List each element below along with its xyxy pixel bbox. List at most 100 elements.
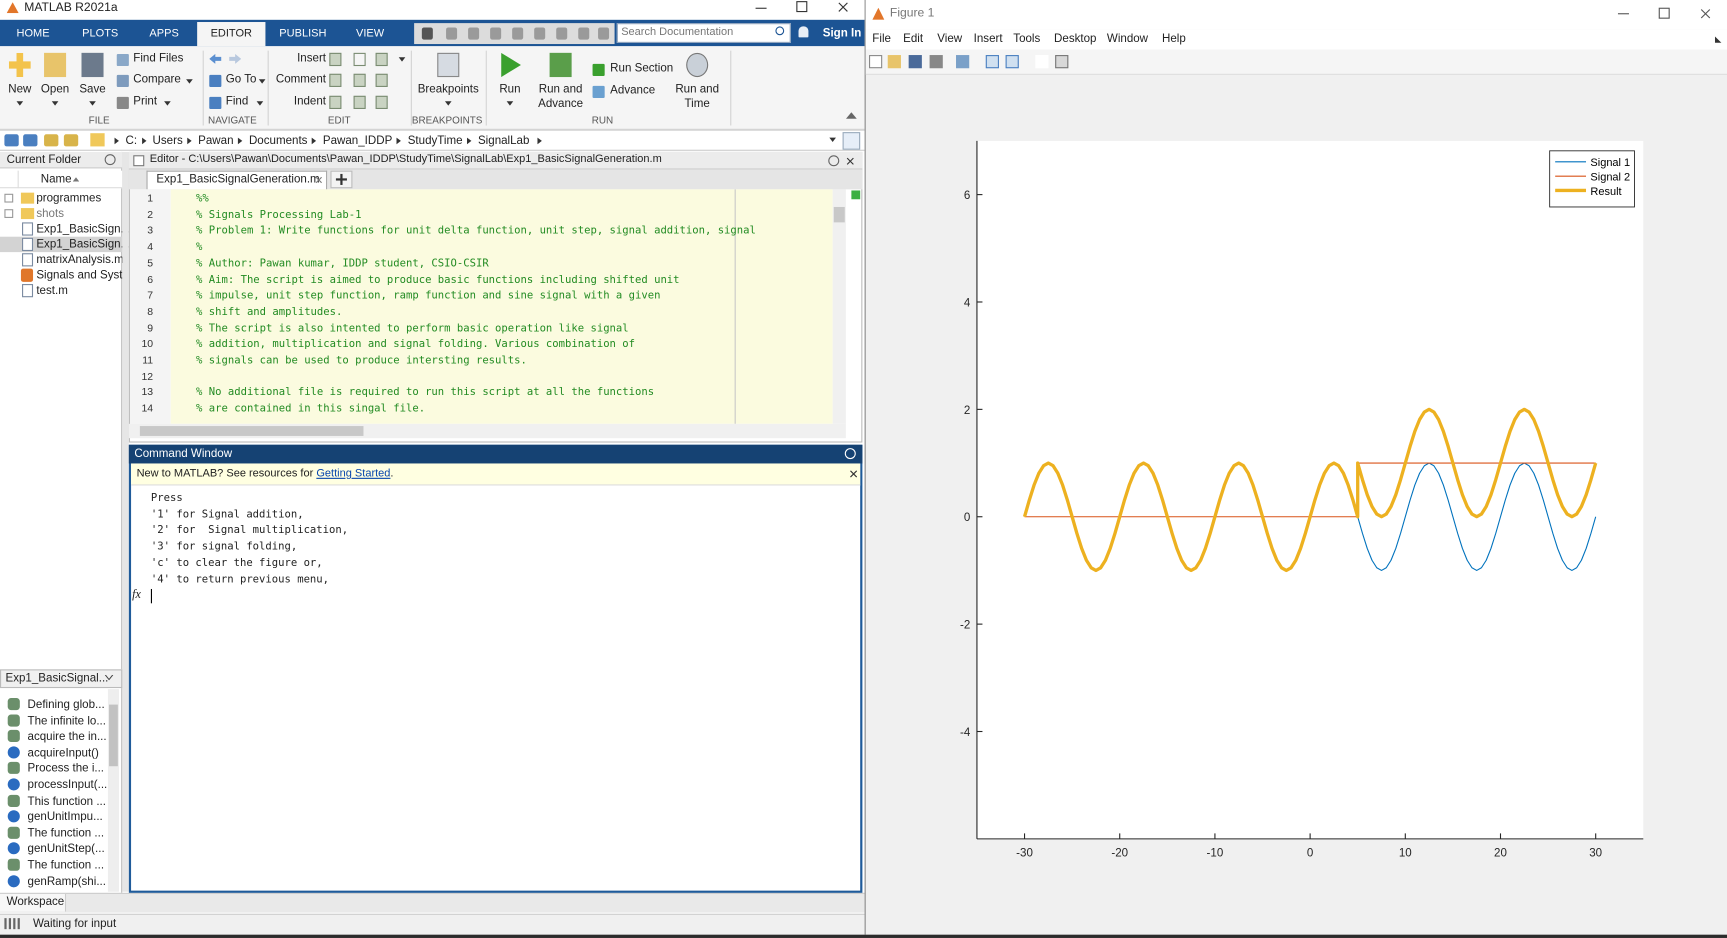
edit-icon [353, 95, 366, 109]
menu-item[interactable]: Tools [1013, 31, 1041, 46]
breadcrumb-separator [466, 137, 472, 145]
comment-icon [7, 762, 20, 775]
browser-item[interactable]: genUnitImpu... [27, 810, 103, 824]
file-name[interactable]: Signals and Syst... [36, 268, 133, 282]
menu-item[interactable]: Window [1106, 31, 1149, 46]
dropdown-arrow[interactable] [258, 79, 266, 84]
ribbon-button[interactable]: New [8, 82, 32, 96]
ribbon-tab[interactable]: HOME [16, 27, 50, 40]
browser-item[interactable]: genRamp(shi... [27, 874, 106, 888]
breadcrumb-separator [537, 137, 542, 145]
ribbon-tab[interactable]: PLOTS [82, 27, 119, 40]
ribbon-button[interactable]: Comment [275, 72, 327, 86]
ribbon-button[interactable]: Breakpoints [417, 82, 479, 96]
file-name[interactable]: Exp1_BasicSign... [36, 237, 131, 252]
browser-item[interactable]: This function ... [27, 794, 106, 808]
ribbon-button[interactable]: Go To [225, 72, 257, 86]
ribbon-button[interactable]: Print [133, 94, 158, 108]
ribbon-button[interactable]: Save [79, 82, 106, 96]
group-label: FILE [88, 114, 110, 126]
browser-item[interactable]: The infinite lo... [27, 714, 106, 728]
ribbon-button[interactable]: Compare [133, 72, 181, 86]
close-banner[interactable] [849, 469, 858, 478]
file-name[interactable]: test.m [36, 284, 68, 298]
browser-item[interactable]: acquireInput() [27, 746, 99, 760]
menu-item[interactable]: Edit [903, 31, 924, 46]
dropdown-arrow[interactable] [164, 101, 171, 106]
banner-period: . [390, 467, 394, 480]
analyzer-indicator [851, 190, 861, 200]
browser-item[interactable]: Defining glob... [27, 697, 105, 712]
browser-item[interactable]: processInput(... [27, 778, 108, 792]
dropdown-arrow[interactable] [186, 79, 193, 84]
expand-toggle [4, 209, 14, 218]
script-icon [22, 222, 34, 236]
workspace-tab-label[interactable]: Workspace [6, 895, 65, 909]
dropdown-arrow[interactable] [16, 101, 24, 106]
menu-item[interactable]: View [937, 31, 963, 46]
browser-item[interactable]: The function ... [27, 826, 105, 840]
ribbon-button[interactable]: Open [40, 82, 70, 96]
ribbon-tab[interactable]: PUBLISH [279, 27, 327, 40]
breadcrumb[interactable]: StudyTime [407, 134, 463, 148]
ribbon-button[interactable]: Advance [610, 83, 656, 97]
info-banner [131, 463, 861, 486]
ribbon-button[interactable]: Find [225, 94, 249, 108]
menu-item[interactable]: Desktop [1054, 31, 1097, 46]
close-button[interactable] [1699, 7, 1711, 19]
dropdown-arrow[interactable] [398, 57, 406, 62]
ribbon-tab[interactable]: EDITOR [210, 27, 252, 40]
menu-item[interactable]: Insert [973, 31, 1003, 46]
ribbon-button[interactable]: Insert [297, 51, 327, 65]
file-name[interactable]: matrixAnalysis.m [36, 253, 124, 267]
ribbon-button[interactable]: Indent [293, 94, 327, 108]
prompt-icon[interactable]: fx [132, 587, 141, 602]
browser-item[interactable]: acquire the in... [27, 730, 107, 744]
dropdown-arrow[interactable] [444, 101, 452, 106]
close-panel[interactable] [846, 156, 855, 165]
breadcrumbs: C: Users Pawan Documents Pawan_IDDP StudyTime… [110, 133, 548, 148]
breadcrumb[interactable]: SignalLab [477, 134, 530, 148]
breadcrumb[interactable]: Documents [248, 134, 308, 148]
browser-item[interactable]: Process the i... [27, 762, 105, 776]
close-button[interactable] [837, 1, 849, 13]
ribbon-button[interactable]: Run and Time [675, 82, 720, 111]
getting-started-link[interactable]: Getting Started [316, 467, 391, 480]
dropdown-arrow[interactable] [829, 137, 836, 143]
breadcrumb[interactable]: Pawan [198, 134, 234, 148]
ribbon-tab[interactable]: VIEW [355, 27, 385, 40]
dropdown-arrow[interactable] [256, 101, 264, 106]
file-name[interactable]: Exp1_BasicSign... [36, 222, 131, 236]
column-name[interactable]: Name [40, 172, 72, 187]
search-placeholder: Search Documentation [621, 26, 734, 39]
breadcrumb[interactable]: C: [125, 134, 138, 148]
ribbon-button[interactable]: Run and Advance [538, 82, 584, 111]
ribbon-button[interactable]: Run Section [610, 61, 674, 75]
dropdown-arrow[interactable] [89, 101, 96, 106]
browser-item[interactable]: The function ... [27, 858, 105, 872]
ribbon-button[interactable]: Find Files [133, 51, 184, 65]
search-box [616, 23, 791, 43]
dropdown-arrow[interactable] [506, 101, 514, 106]
close-tab[interactable] [314, 176, 322, 184]
editor-tab-label[interactable]: Exp1_BasicSignalGeneration.m [156, 172, 320, 187]
breadcrumb[interactable]: Pawan_IDDP [322, 134, 393, 148]
button-icon [686, 52, 709, 78]
browser-title[interactable]: Exp1_BasicSignal... [5, 671, 109, 685]
button-icon [437, 52, 460, 78]
ribbon-button[interactable]: Run [499, 82, 521, 96]
file-name[interactable]: shots [36, 206, 65, 221]
dropdown-arrow[interactable] [51, 101, 59, 106]
quick-access-icon [446, 27, 458, 40]
command-output: '2' for Signal multiplication, [150, 524, 349, 537]
file-name[interactable]: programmes [36, 191, 102, 205]
breadcrumb[interactable]: Users [152, 134, 183, 148]
browser-item[interactable]: genUnitStep(... [27, 842, 105, 856]
ribbon-tab[interactable]: APPS [149, 27, 179, 40]
sign-in[interactable]: Sign In [822, 26, 862, 40]
menu-item[interactable]: File [872, 31, 891, 46]
menu-item[interactable]: Help [1161, 31, 1186, 46]
x-tick-label: 30 [1589, 848, 1602, 860]
app-icon [6, 2, 19, 14]
code-cell [170, 189, 833, 424]
